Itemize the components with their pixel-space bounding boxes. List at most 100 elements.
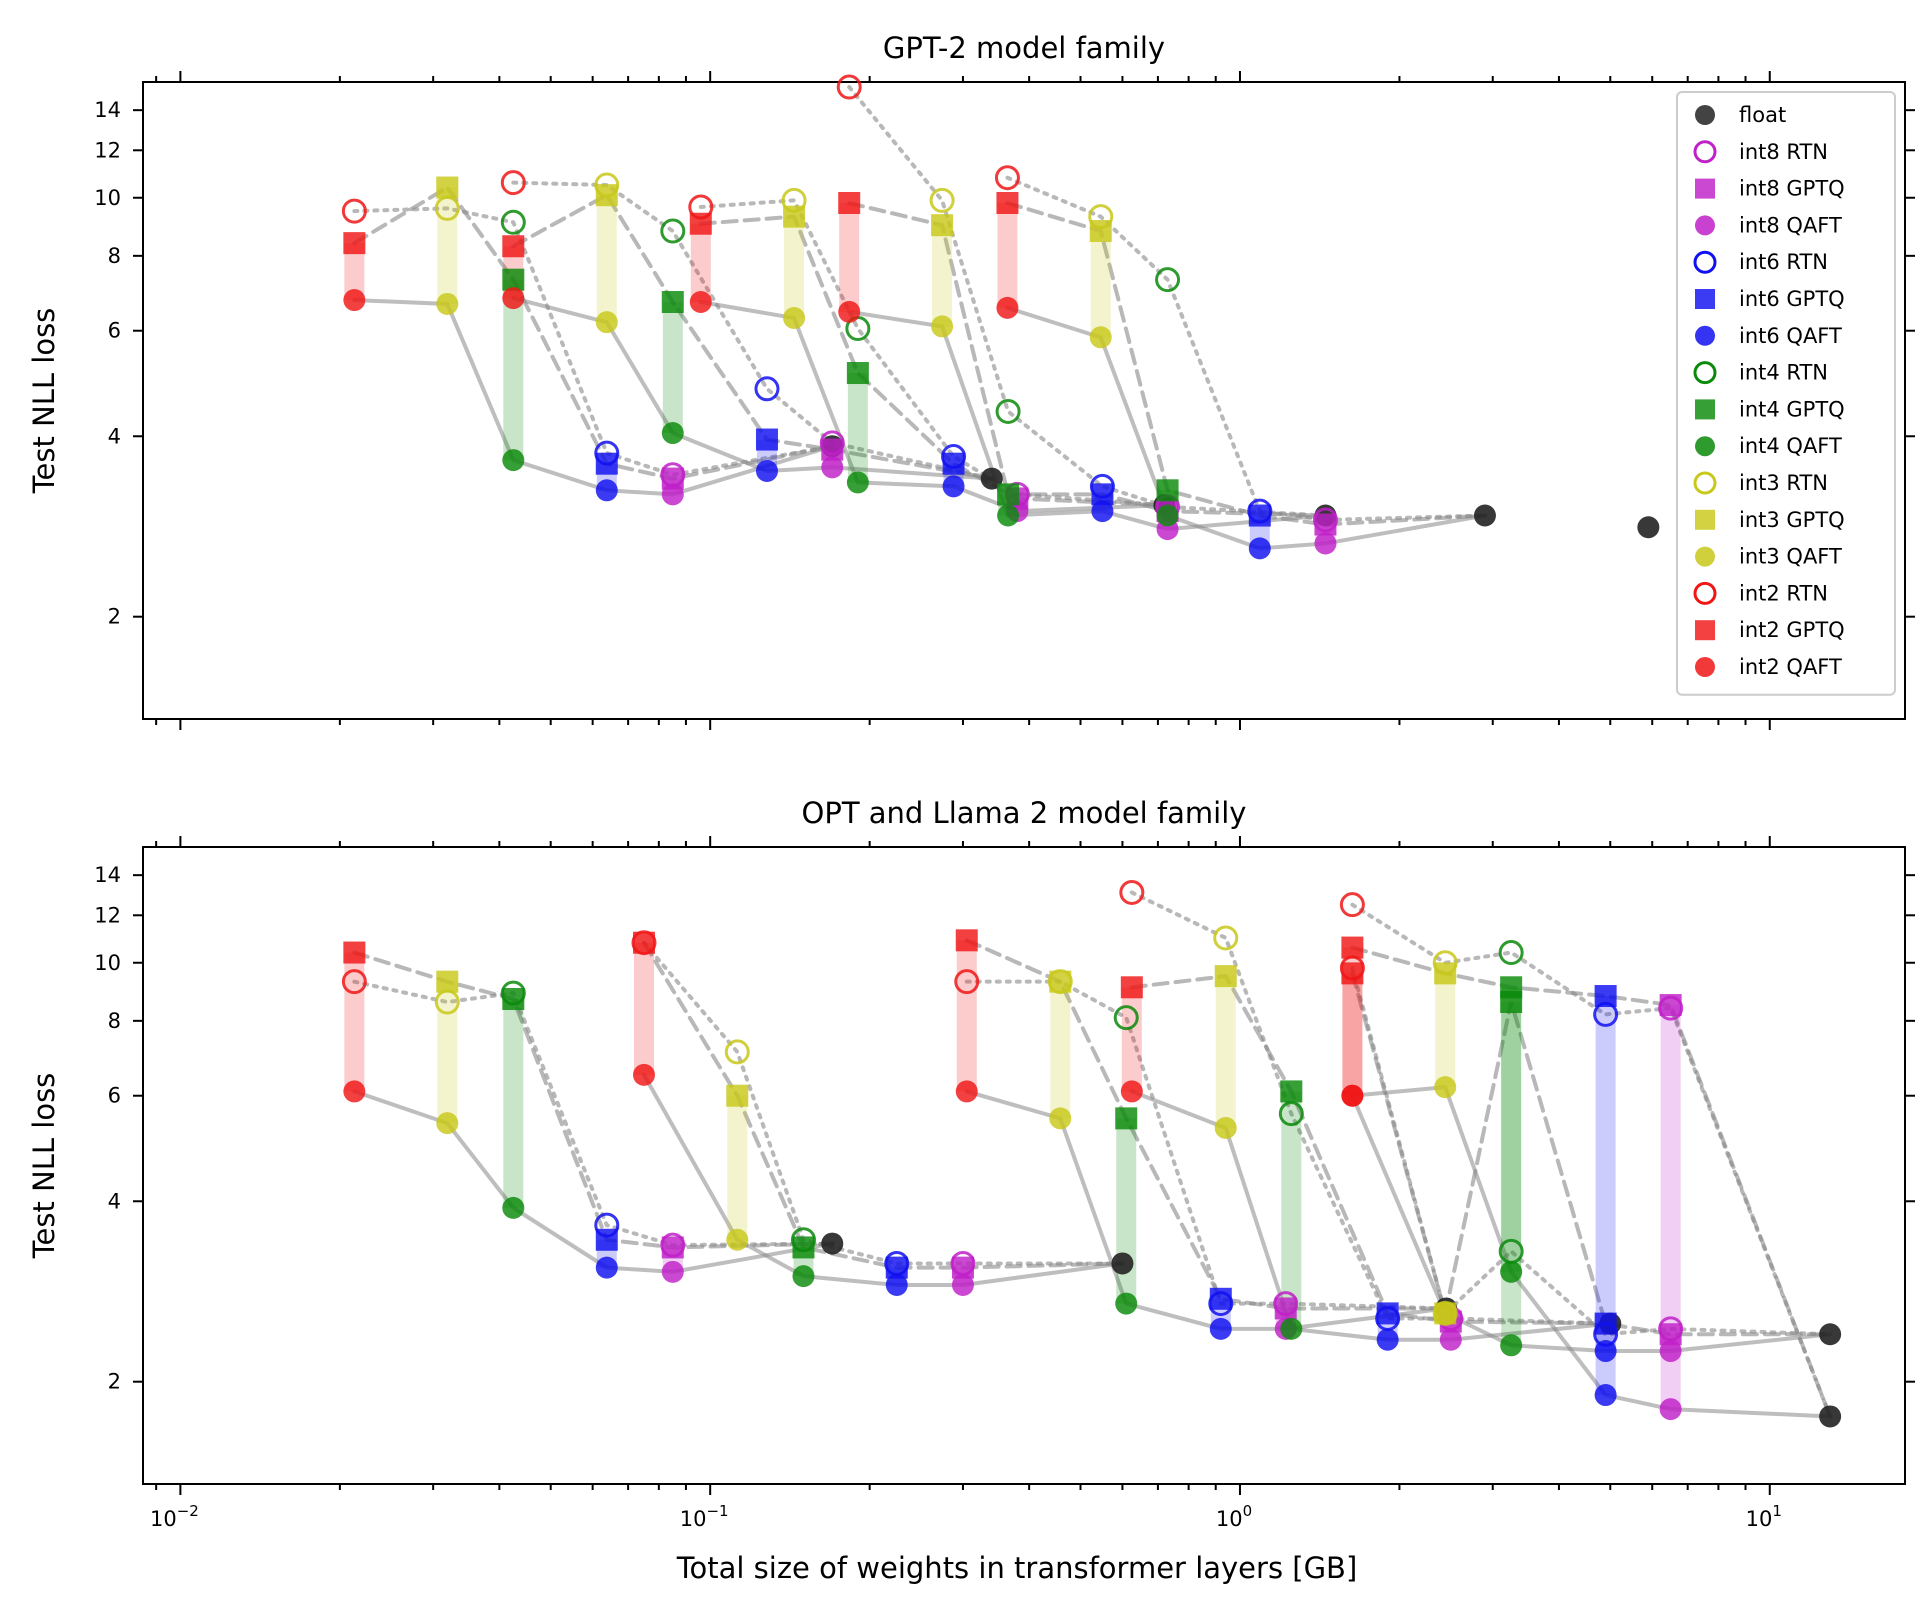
marker-int8-rtn xyxy=(950,1250,976,1276)
series-line-gptq xyxy=(352,184,835,481)
gptq-qaft-range-bar xyxy=(1090,231,1111,338)
marker-int4-rtn xyxy=(790,1227,816,1253)
series-line-qaft xyxy=(511,296,994,481)
series-line-rtn xyxy=(641,940,1125,1266)
marker-int6-rtn xyxy=(1375,1305,1401,1331)
series-line-qaft xyxy=(698,299,1167,514)
gptq-qaft-range-bar xyxy=(690,223,711,302)
y-axis-label: Test NLL loss xyxy=(27,1073,61,1260)
marker-int8-qaft xyxy=(1314,532,1337,555)
marker-int4-rtn xyxy=(500,209,526,235)
series-line-gptq xyxy=(352,950,835,1250)
marker-int2-rtn xyxy=(1339,892,1365,918)
marker-int6-rtn xyxy=(1208,1291,1234,1317)
marker-int3-gptq xyxy=(436,176,459,199)
legend-label: int2 GPTQ xyxy=(1739,618,1845,642)
marker-int6-qaft xyxy=(1376,1328,1399,1351)
gptq-qaft-range-bar xyxy=(1435,973,1456,1088)
series-line-rtn xyxy=(964,979,1449,1311)
legend-label: int6 QAFT xyxy=(1739,324,1842,348)
marker-int3-rtn xyxy=(1047,969,1073,995)
legend-marker xyxy=(1695,178,1715,199)
marker-int6-rtn xyxy=(594,440,620,466)
y-tick-label: 2 xyxy=(108,1370,121,1394)
legend-label: int2 RTN xyxy=(1739,581,1828,605)
gptq-qaft-range-bar xyxy=(839,203,860,312)
marker-int6-rtn xyxy=(1593,1001,1619,1027)
marker-int4-rtn xyxy=(1498,940,1524,966)
marker-int4-qaft xyxy=(846,471,869,494)
series-line-rtn xyxy=(1005,175,1487,522)
legend-marker xyxy=(1693,361,1717,385)
legend-marker xyxy=(1693,140,1717,164)
gptq-qaft-range-bar xyxy=(997,203,1018,308)
series-line-gptq xyxy=(847,201,1328,518)
y-tick-label: 12 xyxy=(94,903,121,927)
marker-int4-rtn xyxy=(1278,1101,1304,1127)
marker-int4-qaft xyxy=(1156,504,1179,527)
marker-int4-rtn xyxy=(1113,1005,1139,1031)
legend-label: int4 RTN xyxy=(1739,361,1828,385)
marker-int8-rtn xyxy=(1312,507,1338,533)
marker-int4-gptq xyxy=(661,290,684,313)
panel-opt-llama: OPT and Llama 2 model family Test NLL los… xyxy=(27,796,1915,1531)
y-tick-label: 4 xyxy=(108,424,121,448)
gptq-qaft-range-bar xyxy=(727,1095,748,1240)
legend-marker xyxy=(1695,105,1715,125)
gptq-qaft-range-bar xyxy=(437,187,458,304)
legend-label: int4 GPTQ xyxy=(1739,397,1845,421)
series-line-qaft xyxy=(1129,1089,1613,1342)
gptq-qaft-range-bar xyxy=(1050,981,1071,1119)
marker-int8-qaft xyxy=(821,456,844,479)
plot-frame xyxy=(142,846,1906,1485)
gptq-qaft-range-bar xyxy=(847,373,868,483)
marker-int4-qaft xyxy=(792,1265,815,1288)
marker-int4-qaft xyxy=(1500,1334,1523,1357)
x-tick-label: 101 xyxy=(1746,1502,1782,1531)
legend-label: int8 GPTQ xyxy=(1739,177,1845,201)
gptq-qaft-range-bar xyxy=(633,942,654,1075)
legend-label: int8 RTN xyxy=(1739,140,1828,164)
marker-int3-rtn xyxy=(929,187,955,213)
series-line-qaft xyxy=(1350,1093,1833,1354)
marker-int6-rtn xyxy=(941,444,967,470)
marker-int3-qaft xyxy=(931,315,954,338)
marker-int8-qaft xyxy=(661,1260,684,1283)
marker-int6-gptq xyxy=(1594,985,1617,1008)
marker-int4-gptq xyxy=(1156,479,1179,502)
marker-int8-qaft xyxy=(951,1273,974,1296)
series-line-qaft xyxy=(964,1089,1449,1331)
x-tick-label: 10−1 xyxy=(680,1502,729,1531)
legend-marker xyxy=(1695,399,1715,420)
marker-int3-gptq xyxy=(436,970,459,993)
legend-marker xyxy=(1695,657,1715,677)
series-line-gptq xyxy=(964,938,1449,1311)
marker-int3-qaft xyxy=(783,307,806,330)
gptq-qaft-range-bar xyxy=(344,952,365,1092)
marker-int2-qaft xyxy=(689,290,712,313)
legend-label: int6 RTN xyxy=(1739,250,1828,274)
gptq-qaft-range-bar xyxy=(956,940,977,1092)
marker-int3-rtn xyxy=(434,989,460,1015)
marker-int6-gptq xyxy=(942,452,965,475)
marker-int2-qaft xyxy=(343,289,366,312)
gptq-qaft-range-bar xyxy=(662,301,683,434)
series-line-rtn xyxy=(511,180,994,481)
marker-float xyxy=(1819,1405,1842,1428)
legend-label: int3 QAFT xyxy=(1739,545,1842,569)
range-bars xyxy=(344,940,1681,1410)
series-line-qaft xyxy=(847,309,1328,532)
marker-int4-gptq xyxy=(997,483,1020,506)
gptq-qaft-range-bar xyxy=(932,225,953,327)
marker-int2-gptq xyxy=(1341,936,1364,959)
marker-int3-qaft xyxy=(436,292,459,315)
markers xyxy=(341,74,1660,560)
marker-int3-qaft xyxy=(1434,1076,1457,1099)
marker-int8-qaft xyxy=(1439,1328,1462,1351)
y-tick-label: 8 xyxy=(108,1009,121,1033)
marker-int3-rtn xyxy=(1213,925,1239,951)
marker-int8-rtn xyxy=(660,1232,686,1258)
marker-int6-qaft xyxy=(1209,1317,1232,1340)
marker-int2-gptq xyxy=(343,941,366,964)
